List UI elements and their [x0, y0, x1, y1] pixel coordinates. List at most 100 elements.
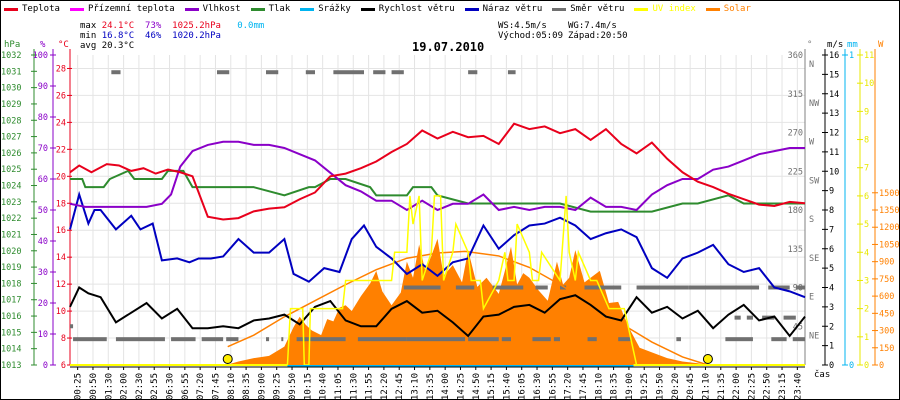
pressure-tick-label: 1023: [1, 198, 21, 208]
pressure-tick-label: 1017: [1, 296, 21, 306]
solar-tick-label: 600: [879, 292, 894, 302]
direction-compass-label: E: [809, 293, 814, 303]
wind-tick-label: 0: [829, 361, 834, 371]
pressure-tick-label: 1028: [1, 116, 21, 126]
legend-swatch: [184, 7, 199, 11]
direction-tick-label: 135: [788, 245, 803, 255]
series-line-vlhkost: [69, 140, 805, 212]
wind-direction-mark: [734, 315, 741, 320]
solar-tick-label: 450: [879, 309, 894, 319]
wind-tick-label: 16: [829, 51, 839, 61]
direction-tick-label: 180: [788, 206, 803, 216]
sunrise-marker: [222, 354, 233, 364]
wind-direction-mark: [73, 337, 107, 342]
x-tick-label: 11:05: [334, 373, 344, 400]
pressure-tick-label: 1027: [1, 133, 21, 143]
pressure-tick-label: 1020: [1, 247, 21, 257]
wind-direction-mark: [492, 285, 524, 290]
wind-tick-label: 9: [829, 187, 834, 197]
pressure-tick-label: 1029: [1, 100, 21, 110]
series-line-uv-index: [70, 195, 805, 366]
wind-tick-label: 13: [829, 109, 839, 119]
wind-direction-mark: [507, 70, 516, 75]
x-tick-label: 13:35: [426, 373, 436, 400]
temperature-tick-label: 22: [56, 145, 66, 155]
x-tick-label: 06:55: [181, 373, 191, 400]
x-tick-label: 06:30: [166, 373, 176, 400]
wind-tick-label: 7: [829, 225, 834, 235]
direction-compass-label: N: [809, 60, 814, 70]
wind-tick-label: 6: [829, 245, 834, 255]
solar-area: [70, 238, 805, 365]
x-tick-label: 10:15: [303, 373, 313, 400]
solar-tick-label: 1050: [879, 240, 899, 250]
legend-swatch: [634, 7, 649, 11]
legend-swatch: [250, 7, 265, 11]
wind-direction-mark: [771, 337, 787, 342]
legend-swatch: [552, 7, 567, 11]
wind-direction-mark: [535, 285, 548, 290]
x-tick-label: 11:30: [349, 373, 359, 400]
temperature-tick-label: 14: [56, 253, 66, 263]
wind-tick-label: 4: [829, 284, 834, 294]
sunset-marker: [702, 354, 713, 364]
wind-direction-mark: [676, 337, 681, 342]
legend-swatch: [300, 7, 315, 11]
pressure-unit-label: hPa: [4, 40, 20, 50]
humidity-tick-label: 70: [38, 144, 48, 154]
temperature-tick-label: 6: [61, 361, 66, 371]
x-tick-label: 14:25: [456, 373, 466, 400]
direction-compass-label: SW: [809, 176, 820, 186]
x-tick-label: 23:15: [778, 373, 788, 400]
x-tick-label: 01:30: [104, 373, 114, 400]
x-tick-label: 20:45: [686, 373, 696, 400]
legend-label: Solar: [723, 4, 751, 14]
solar-tick-label: 0: [879, 361, 884, 371]
stat-avg-temp: 20.3°C: [101, 41, 135, 51]
pressure-tick-label: 1019: [1, 263, 21, 273]
solar-tick-label: 300: [879, 327, 894, 337]
wind-direction-mark: [201, 337, 224, 342]
humidity-tick-label: 10: [38, 330, 48, 340]
wind-direction-mark: [333, 70, 364, 75]
wind-direction-mark: [553, 337, 560, 342]
humidity-unit-label: %: [40, 40, 46, 50]
wind-direction-mark: [560, 285, 567, 290]
wind-direction-mark: [618, 337, 631, 342]
x-tick-label: 11:55: [365, 373, 375, 400]
wind-direction-mark: [217, 70, 230, 75]
solar-tick-label: 1350: [879, 206, 899, 216]
x-tick-label: 02:30: [135, 373, 145, 400]
solar-tick-label: 900: [879, 258, 894, 268]
temperature-tick-label: 16: [56, 226, 66, 236]
wind-direction-mark: [70, 324, 74, 329]
temperature-tick-label: 18: [56, 199, 66, 209]
uv-tick-label: 11: [864, 51, 874, 61]
wind-direction-mark: [636, 285, 689, 290]
x-tick-label: 12:20: [380, 373, 390, 400]
x-tick-label: 00:25: [74, 373, 84, 400]
legend-label: Srážky: [318, 4, 351, 14]
wind-direction-mark: [584, 285, 622, 290]
x-tick-label: 02:00: [120, 373, 130, 400]
x-tick-label: 07:20: [196, 373, 206, 400]
legend-item: Směr větru: [552, 3, 624, 15]
x-tick-label: 22:00: [732, 373, 742, 400]
humidity-tick-label: 40: [38, 237, 48, 247]
pressure-tick-label: 1026: [1, 149, 21, 159]
direction-compass-label: SE: [809, 254, 819, 264]
legend-label: Přízemní teplota: [87, 4, 175, 14]
direction-tick-label: 315: [788, 90, 803, 100]
x-tick-label: 09:25: [273, 373, 283, 400]
pressure-tick-label: 1018: [1, 279, 21, 289]
stat-wind-speed: WS:4.5m/s: [498, 21, 547, 31]
stat-max-label: max: [80, 21, 97, 31]
direction-compass-label: NW: [809, 99, 820, 109]
uv-tick-label: 10: [864, 79, 874, 89]
wind-direction-mark: [115, 337, 165, 342]
x-tick-label: 16:05: [518, 373, 528, 400]
temperature-tick-label: 20: [56, 172, 66, 182]
humidity-tick-label: 100: [33, 51, 48, 61]
legend-label: Vlhkost: [202, 4, 241, 14]
